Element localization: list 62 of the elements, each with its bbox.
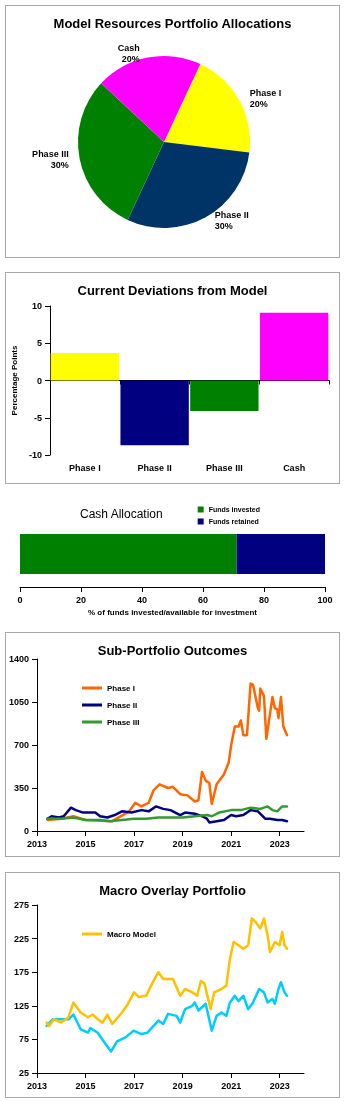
slice-label: Cash bbox=[117, 43, 140, 54]
y-tick-label: 0 bbox=[36, 375, 42, 386]
legend-label: Phase III bbox=[107, 717, 140, 727]
x-tick-label: 20 bbox=[75, 594, 87, 605]
legend-label: Phase I bbox=[107, 683, 136, 693]
x-tick-label: 80 bbox=[258, 594, 270, 605]
x-tick-label: 2015 bbox=[75, 1080, 96, 1091]
y-tick-label: 0 bbox=[23, 826, 29, 836]
bar bbox=[190, 380, 259, 412]
y-tick-label: 225 bbox=[13, 933, 29, 944]
chart-title: Model Resources Portfolio Allocations bbox=[53, 16, 292, 31]
y-tick-label: 75 bbox=[18, 1034, 29, 1045]
x-tick-label: 2013 bbox=[26, 838, 48, 849]
y-axis-title: Percentage Points bbox=[9, 345, 19, 416]
y-tick-label: 350 bbox=[13, 783, 29, 793]
x-tick-label: 2023 bbox=[269, 1080, 290, 1091]
x-tick-label: 2013 bbox=[26, 1080, 48, 1091]
y-tick-label: 1400 bbox=[8, 654, 29, 664]
x-tick-label: 2021 bbox=[221, 1080, 242, 1091]
x-tick-label: 40 bbox=[136, 594, 148, 605]
chart-title: Cash Allocation bbox=[80, 507, 163, 521]
y-tick-label: 275 bbox=[13, 900, 29, 910]
x-tick-label: 2023 bbox=[269, 838, 290, 849]
y-tick-label: 10 bbox=[31, 301, 42, 311]
x-tick-label: Cash bbox=[283, 462, 306, 473]
x-tick-label: 60 bbox=[197, 594, 209, 605]
legend-label: Macro Model bbox=[107, 929, 156, 939]
x-tick-label: 2015 bbox=[75, 838, 96, 849]
y-tick-label: -10 bbox=[28, 450, 42, 460]
y-tick-label: 25 bbox=[18, 1068, 29, 1078]
chart-title: Sub-Portfolio Outcomes bbox=[97, 643, 248, 658]
data-label: 20% bbox=[121, 54, 140, 65]
line-series bbox=[45, 917, 289, 1028]
y-tick-label: 125 bbox=[13, 1000, 29, 1011]
data-label: 30% bbox=[214, 221, 233, 232]
bar bbox=[259, 312, 329, 381]
slice-label: Phase II bbox=[214, 210, 249, 221]
x-tick-label: Phase II bbox=[137, 462, 172, 473]
x-tick-label: 2021 bbox=[221, 838, 242, 849]
slice-label: Phase III bbox=[32, 148, 69, 159]
x-axis-title: % of funds invested/available for investment bbox=[88, 608, 258, 618]
slice-label: Phase I bbox=[249, 87, 282, 98]
x-tick-label: 2019 bbox=[172, 1080, 193, 1091]
x-tick-label: 2017 bbox=[124, 1080, 145, 1091]
x-tick-label: 2017 bbox=[124, 838, 145, 849]
y-tick-label: 700 bbox=[13, 740, 29, 750]
y-tick-label: -5 bbox=[33, 412, 42, 423]
y-tick-label: 175 bbox=[13, 967, 29, 978]
chart-title: Current Deviations from Model bbox=[77, 283, 268, 298]
bar bbox=[120, 380, 189, 446]
x-tick-label: Phase I bbox=[69, 462, 101, 473]
y-tick-label: 5 bbox=[36, 338, 42, 349]
x-tick-label: Phase III bbox=[206, 462, 243, 473]
data-label: 20% bbox=[249, 98, 268, 109]
line-series bbox=[45, 981, 289, 1053]
chart-title: Macro Overlay Portfolio bbox=[99, 883, 246, 898]
data-label: 30% bbox=[50, 159, 69, 170]
y-tick-label: 1050 bbox=[8, 697, 29, 707]
x-tick-label: 100 bbox=[317, 594, 333, 605]
bar bbox=[50, 352, 120, 381]
x-tick-label: 2019 bbox=[172, 838, 193, 849]
legend-label: Phase II bbox=[107, 700, 138, 710]
